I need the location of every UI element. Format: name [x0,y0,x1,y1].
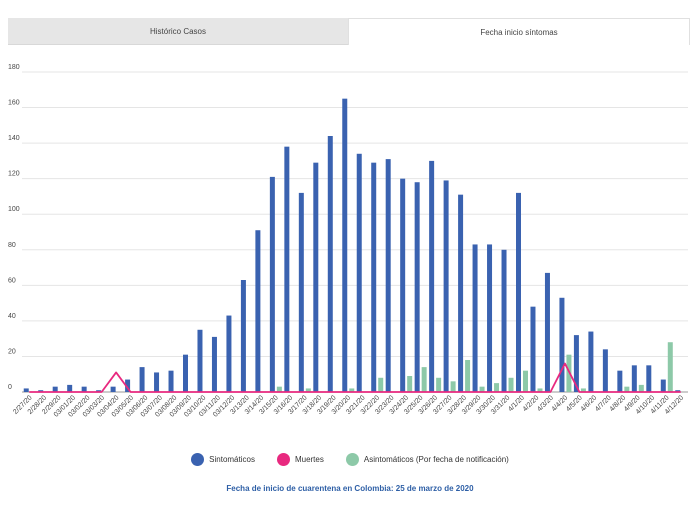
quarantine-note: Fecha de inicio de cuarentena en Colombi… [226,484,474,493]
y-tick-label: 20 [8,348,16,355]
bar-sintomaticos [544,272,550,392]
bar-sintomaticos [458,194,464,392]
bar-sintomaticos [516,192,521,392]
tab-bar: Histórico Casos Fecha inicio síntomas [8,18,690,45]
y-tick-label: 80 [8,242,16,249]
bar-sintomaticos [327,136,333,392]
legend-item-muertes[interactable]: Muertes [276,453,324,466]
legend-item-sintomaticos[interactable]: Sintomáticos [191,453,255,466]
y-tick-label: 180 [8,64,20,71]
chart: 0204060801001201401601802/27/202/28/202/… [8,64,688,419]
y-tick-label: 160 [8,100,20,107]
bar-sintomaticos [226,315,232,392]
bar-sintomaticos [23,388,29,392]
line-muertes [29,362,681,393]
bar-sintomaticos [472,244,478,392]
bar-asintomaticos [436,377,442,392]
bar-asintomaticos [349,388,355,392]
bar-sintomaticos [211,336,217,392]
bar-asintomaticos [667,342,673,392]
bar-asintomaticos [305,388,311,392]
y-tick-label: 140 [8,135,20,142]
bar-sintomaticos [660,379,666,392]
legend-item-asintomaticos[interactable]: Asintomáticos (Por fecha de notificación… [345,453,509,466]
bar-sintomaticos [356,153,362,392]
bar-sintomaticos [52,386,58,392]
bar-sintomaticos [371,162,377,392]
bar-sintomaticos [501,249,507,392]
bar-asintomaticos [465,360,471,392]
bar-sintomaticos [617,370,623,392]
bar-sintomaticos [240,280,246,392]
bar-sintomaticos [139,367,145,392]
bar-asintomaticos [479,386,485,392]
bar-asintomaticos [276,386,282,392]
y-tick-label: 120 [8,171,20,178]
bar-asintomaticos [537,388,543,392]
bar-sintomaticos [400,178,406,392]
bar-sintomaticos [313,162,319,392]
y-tick-label: 0 [8,384,12,391]
legend-label-muertes: Muertes [294,455,324,464]
bar-sintomaticos [573,335,579,392]
bar-sintomaticos [646,365,652,392]
legend-dot-sintomaticos [191,453,205,466]
bar-sintomaticos [269,176,275,392]
bar-sintomaticos [429,160,435,392]
bar-asintomaticos [421,367,427,392]
bar-asintomaticos [580,388,586,392]
bar-asintomaticos [378,377,384,392]
bar-sintomaticos [110,386,116,392]
bar-sintomaticos [168,370,174,392]
y-tick-label: 60 [8,277,16,284]
bar-sintomaticos [487,244,493,392]
legend-dot-asintomaticos [345,453,359,466]
bar-sintomaticos [197,329,203,392]
bar-sintomaticos [588,331,594,392]
bar-sintomaticos [298,192,304,392]
legend-label-asintomaticos: Asintomáticos (Por fecha de notificación… [363,455,509,464]
bar-sintomaticos [414,182,420,392]
bar-sintomaticos [183,354,188,392]
bar-sintomaticos [342,98,348,393]
bar-sintomaticos [255,230,261,392]
bar-sintomaticos [443,180,449,392]
y-tick-label: 40 [8,313,16,320]
bar-asintomaticos [638,384,644,392]
bar-asintomaticos [508,377,514,392]
tab-fecha-inicio-sintomas[interactable]: Fecha inicio síntomas [348,18,690,45]
legend-label-sintomaticos: Sintomáticos [209,455,255,464]
bar-sintomaticos [81,386,87,392]
bar-sintomaticos [67,384,73,392]
bar-sintomaticos [530,306,536,392]
chart-legend: Sintomáticos Muertes Asintomáticos (Por … [0,453,700,466]
bar-sintomaticos [385,159,391,392]
bar-sintomaticos [631,365,637,392]
bar-sintomaticos [154,372,160,392]
legend-dot-muertes [276,453,290,466]
tab-historico-casos[interactable]: Histórico Casos [8,18,348,45]
bar-sintomaticos [559,297,565,392]
bar-sintomaticos [284,146,290,392]
bar-asintomaticos [450,381,456,392]
y-tick-label: 100 [8,206,20,213]
bar-sintomaticos [602,349,608,392]
bar-sintomaticos [125,379,131,392]
bar-asintomaticos [523,370,528,392]
bar-asintomaticos [624,386,630,392]
bar-asintomaticos [494,383,500,392]
bar-asintomaticos [407,376,413,392]
